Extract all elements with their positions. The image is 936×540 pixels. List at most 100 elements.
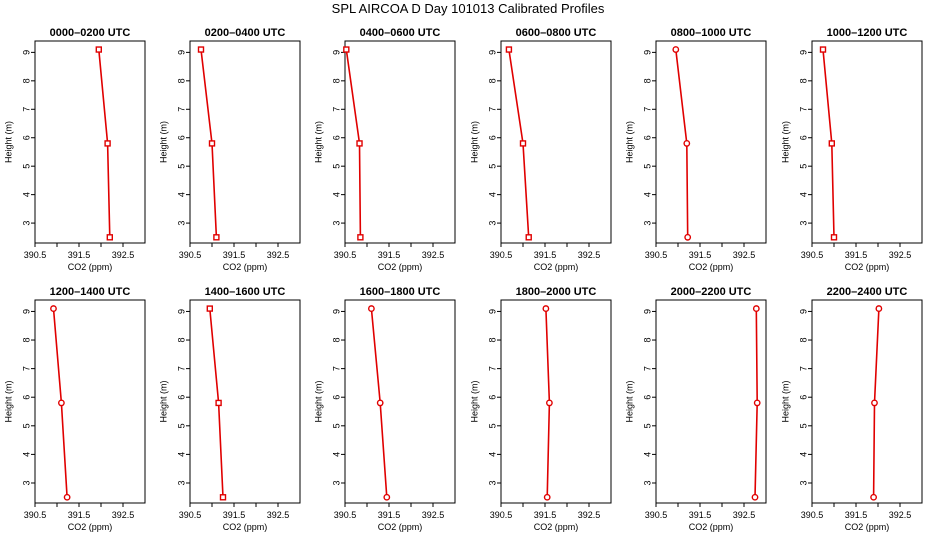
y-tick-label: 5 — [798, 423, 808, 428]
x-axis-label: CO2 (ppm) — [223, 522, 268, 532]
y-tick-label: 6 — [487, 395, 497, 400]
profile-point — [343, 46, 350, 53]
profile-point — [357, 234, 364, 241]
panel-2: 0200–0400 UTC 390.5 391.5 392.5 CO2 (ppm) 3 4 5… — [158, 27, 301, 272]
y-tick-label: 8 — [176, 338, 186, 343]
x-tick-label: 390.5 — [334, 510, 357, 520]
y-tick-label: 7 — [798, 366, 808, 371]
profile-point — [367, 305, 375, 312]
y-tick-label: 5 — [487, 164, 497, 169]
x-tick-label: 392.5 — [112, 250, 135, 260]
y-tick-label: 4 — [331, 452, 341, 457]
y-tick-label: 9 — [331, 50, 341, 55]
y-tick-label: 3 — [642, 480, 652, 485]
y-tick-label: 8 — [331, 78, 341, 83]
y-tick-label: 7 — [331, 366, 341, 371]
x-tick-label: 392.5 — [889, 510, 912, 520]
y-tick-label: 7 — [798, 107, 808, 112]
y-tick-label: 8 — [21, 78, 31, 83]
panel-8: 1400–1600 UTC 390.5 391.5 392.5 CO2 (ppm) 3 4 5… — [158, 286, 301, 532]
x-axis-label: CO2 (ppm) — [689, 522, 734, 532]
y-tick-label: 5 — [798, 164, 808, 169]
panel-title: 1000–1200 UTC — [827, 27, 908, 39]
y-axis-label: Height (m) — [780, 380, 790, 422]
x-tick-label: 390.5 — [179, 510, 202, 520]
profile-point — [542, 305, 550, 312]
x-tick-label: 390.5 — [801, 510, 824, 520]
panel-title: 0200–0400 UTC — [205, 27, 286, 39]
profile-point — [871, 399, 878, 407]
y-tick-label: 8 — [487, 338, 497, 343]
x-tick-label: 392.5 — [889, 250, 912, 260]
y-tick-label: 3 — [176, 480, 186, 485]
y-tick-label: 7 — [176, 107, 186, 112]
x-tick-label: 390.5 — [334, 250, 357, 260]
x-axis-label: CO2 (ppm) — [68, 522, 113, 532]
profile-point — [95, 46, 103, 53]
panel-title: 1400–1600 UTC — [205, 286, 286, 298]
plot-frame — [811, 40, 923, 244]
y-tick-label: 9 — [798, 50, 808, 55]
y-axis-label: Height (m) — [158, 121, 168, 163]
panel-title: 1800–2000 UTC — [516, 286, 597, 298]
y-tick-label: 4 — [487, 452, 497, 457]
x-tick-label: 390.5 — [801, 250, 824, 260]
y-tick-label: 9 — [176, 309, 186, 314]
y-axis-label: Height (m) — [624, 121, 634, 163]
profile-point — [875, 305, 883, 312]
x-tick-label: 392.5 — [267, 250, 290, 260]
y-tick-label: 9 — [21, 50, 31, 55]
y-tick-label: 9 — [798, 309, 808, 314]
panel-11: 2000–2200 UTC 390.5 391.5 392.5 CO2 (ppm) 3 4 5… — [624, 286, 767, 532]
y-tick-label: 7 — [331, 107, 341, 112]
y-tick-label: 8 — [21, 338, 31, 343]
y-tick-label: 7 — [176, 366, 186, 371]
y-tick-label: 9 — [331, 309, 341, 314]
panel-title: 0400–0600 UTC — [360, 27, 441, 39]
profile-point — [672, 46, 680, 53]
plot-frame — [655, 299, 767, 504]
y-tick-label: 8 — [798, 78, 808, 83]
y-tick-label: 7 — [487, 107, 497, 112]
profile-point — [58, 399, 65, 407]
panel-title: 1200–1400 UTC — [50, 286, 131, 298]
y-tick-label: 3 — [487, 221, 497, 226]
panel-6: 1000–1200 UTC 390.5 391.5 392.5 CO2 (ppm) 3 4 5… — [780, 27, 923, 272]
x-tick-label: 391.5 — [68, 250, 91, 260]
y-tick-label: 5 — [331, 164, 341, 169]
x-axis-label: CO2 (ppm) — [223, 262, 268, 272]
profile-point — [751, 493, 759, 501]
y-tick-label: 8 — [642, 338, 652, 343]
y-tick-label: 3 — [798, 221, 808, 226]
profile-point — [106, 234, 114, 241]
y-tick-label: 7 — [487, 366, 497, 371]
x-axis-label: CO2 (ppm) — [534, 522, 579, 532]
panel-12: 2200–2400 UTC 390.5 391.5 392.5 CO2 (ppm) 3 4 5… — [780, 286, 923, 532]
x-tick-label: 392.5 — [733, 510, 756, 520]
y-tick-label: 4 — [176, 192, 186, 197]
x-tick-label: 391.5 — [845, 250, 868, 260]
y-tick-label: 3 — [331, 221, 341, 226]
figure-title: SPL AIRCOA D Day 101013 Calibrated Profi… — [331, 1, 605, 16]
profile-point — [356, 140, 363, 147]
y-tick-label: 5 — [642, 164, 652, 169]
profile-point — [546, 399, 553, 407]
y-tick-label: 6 — [21, 395, 31, 400]
y-tick-label: 5 — [331, 423, 341, 428]
y-tick-label: 5 — [642, 423, 652, 428]
profile-point — [206, 305, 214, 312]
x-tick-label: 392.5 — [578, 510, 601, 520]
panel-9: 1600–1800 UTC 390.5 391.5 392.5 CO2 (ppm) 3 4 5… — [313, 286, 456, 532]
x-axis-label: CO2 (ppm) — [845, 262, 890, 272]
y-tick-label: 6 — [642, 135, 652, 140]
x-axis-label: CO2 (ppm) — [534, 262, 579, 272]
profile-point — [50, 305, 57, 312]
y-tick-label: 6 — [176, 395, 186, 400]
plot-frame — [655, 40, 767, 244]
y-tick-label: 6 — [176, 135, 186, 140]
y-axis-label: Height (m) — [469, 380, 479, 422]
panel-title: 0600–0800 UTC — [516, 27, 597, 39]
profile-point — [684, 233, 692, 241]
y-tick-label: 6 — [798, 135, 808, 140]
